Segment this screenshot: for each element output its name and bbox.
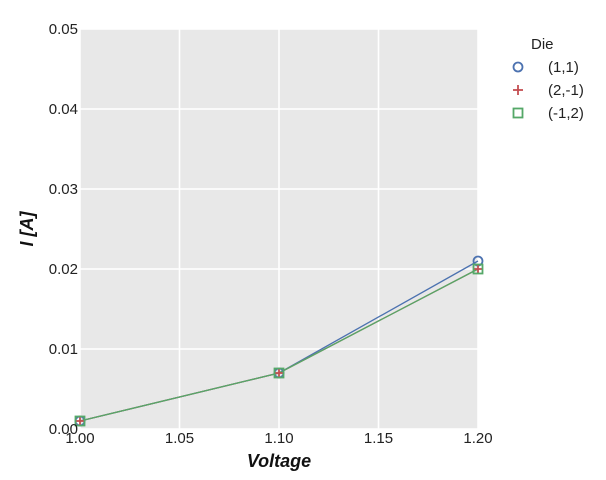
data-point	[273, 367, 285, 379]
grid-lines	[79, 28, 479, 430]
legend: Die (1,1) (2,-1) (-1,2)	[512, 36, 584, 122]
y-tick-label: 0.03	[49, 181, 78, 198]
x-axis-title: Voltage	[247, 451, 311, 471]
y-tick-label: 0.01	[49, 341, 78, 358]
y-tick-label: 0.05	[49, 21, 78, 38]
x-tick-label: 1.00	[65, 430, 94, 447]
x-tick-label: 1.05	[165, 430, 194, 447]
data-point	[473, 264, 483, 274]
legend-label: (2,-1)	[548, 82, 584, 99]
y-tick-label: 0.02	[49, 261, 78, 278]
legend-marker	[512, 61, 524, 73]
data-point	[472, 263, 484, 275]
legend-marker	[512, 107, 524, 119]
legend-marker	[513, 85, 523, 95]
y-axis-title: I [A]	[17, 211, 37, 247]
data-point	[74, 415, 86, 427]
x-tick-label: 1.20	[463, 430, 492, 447]
legend-label: (1,1)	[548, 59, 579, 76]
data-point	[75, 416, 85, 426]
x-axis-ticks: 1.00 1.05 1.10 1.15 1.20	[65, 430, 492, 447]
legend-title: Die	[531, 36, 554, 53]
data-point	[274, 368, 284, 378]
x-tick-label: 1.10	[264, 430, 293, 447]
x-tick-label: 1.15	[364, 430, 393, 447]
y-tick-label: 0.04	[49, 101, 78, 118]
y-tick-label: 0.00	[49, 421, 78, 438]
y-axis-ticks: 0.00 0.01 0.02 0.03 0.04 0.05	[49, 21, 78, 438]
series-markers	[74, 255, 484, 427]
legend-label: (-1,2)	[548, 105, 584, 122]
